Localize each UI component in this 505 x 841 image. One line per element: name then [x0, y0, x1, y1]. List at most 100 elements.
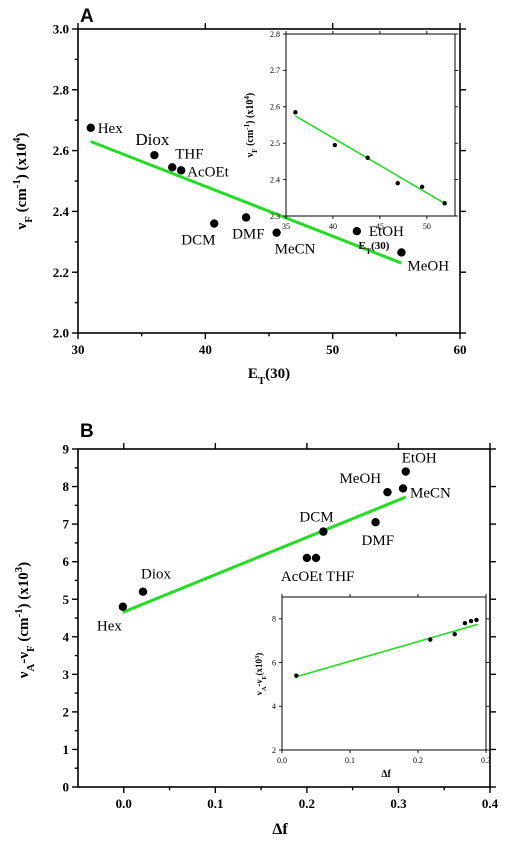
a-inset-ytick-label: 2.4 — [270, 175, 280, 184]
a-inset-x-axis-title: ET(30) — [359, 240, 390, 256]
a-ytick-label: 2.4 — [53, 204, 70, 219]
a-inset-xtick-label: 45 — [376, 222, 384, 231]
a-data-point — [272, 228, 281, 237]
a-inset-ytick-label: 2.5 — [270, 139, 280, 148]
a-data-point — [397, 248, 406, 257]
a-point-label: Diox — [135, 130, 170, 149]
a-ytick-label: 2.8 — [53, 82, 70, 97]
a-inset-y-axis-title: νF (cm-1) (x104) — [243, 93, 259, 159]
b-data-point — [302, 553, 312, 563]
a-point-label: DMF — [232, 226, 265, 242]
panel-b-inset: 0.0 0.1 0.2 0.3 2 4 6 8 Δf νA-νF(x103) — [254, 594, 491, 780]
b-inset-xtick-label: 0.3 — [481, 756, 491, 765]
b-point-label: Diox — [141, 567, 172, 583]
b-ytick-label: 1 — [63, 742, 70, 757]
a-data-point — [86, 123, 95, 132]
b-point-label: EtOH — [402, 451, 437, 467]
a-point-label: EtOH — [369, 224, 404, 240]
panel-a-inset: 35 40 45 50 2.3 2.4 2.5 2.6 2.7 2.8 ET(30) νF (cm-1… — [243, 30, 458, 256]
b-ytick-label: 0 — [63, 780, 70, 795]
b-data-point — [118, 602, 128, 611]
b-xtick-label: 0.2 — [299, 796, 315, 811]
b-point-label: THF — [326, 569, 354, 585]
b-data-point — [401, 467, 410, 476]
b-data-point — [383, 487, 392, 497]
a-inset-data-point — [419, 184, 425, 190]
a-inset-ytick-label: 2.8 — [270, 30, 280, 39]
b-inset-x-axis-title: Δf — [381, 769, 391, 780]
a-x-axis-title: ET(30) — [248, 366, 290, 387]
b-fit-line — [122, 495, 407, 614]
b-point-label: MeCN — [410, 485, 451, 501]
b-point-label: MeOH — [339, 471, 381, 487]
a-data-point — [352, 226, 362, 236]
a-fit-line — [90, 140, 402, 265]
b-inset-xtick-label: 0.0 — [277, 756, 287, 765]
b-inset-ytick-label: 8 — [272, 615, 276, 624]
b-data-point — [398, 484, 408, 493]
b-ytick-label: 5 — [63, 592, 70, 607]
b-inset-data-point — [452, 631, 457, 637]
b-ytick-label: 6 — [63, 554, 70, 569]
a-data-point — [168, 163, 177, 172]
a-inset-xtick-label: 40 — [329, 222, 337, 231]
b-xtick-label: 0.0 — [116, 796, 132, 811]
b-point-label: DMF — [362, 533, 395, 549]
a-ytick-label: 2.0 — [53, 326, 69, 341]
b-inset-data-point — [474, 617, 479, 623]
a-inset-data-point — [293, 110, 298, 115]
panel-a-letter: A — [80, 6, 94, 27]
b-xtick-label: 0.1 — [207, 796, 223, 811]
panel-b-letter: B — [80, 421, 94, 442]
b-y-axis-title: νA-νF (cm-1) (x103) — [13, 562, 37, 679]
b-ytick-label: 9 — [63, 442, 70, 457]
b-point-label: Hex — [97, 619, 122, 635]
a-inset-data-point — [442, 201, 447, 206]
a-inset-data-point — [395, 181, 400, 186]
a-xtick-label: 60 — [454, 342, 467, 357]
a-inset-plot-frame — [285, 33, 456, 217]
a-xtick-label: 50 — [326, 342, 339, 357]
a-data-point — [241, 213, 251, 222]
a-ytick-label: 2.6 — [53, 143, 70, 158]
b-inset-xtick-label: 0.2 — [413, 756, 423, 765]
b-ytick-label: 7 — [63, 517, 70, 532]
a-xtick-label: 30 — [72, 342, 85, 357]
b-inset-xtick-label: 0.1 — [345, 756, 355, 765]
a-inset-ytick-label: 2.3 — [270, 212, 280, 221]
a-point-label: MeOH — [407, 258, 449, 274]
a-data-point — [176, 166, 186, 175]
a-y-axis-title: νF (cm-1) (x104) — [11, 133, 35, 231]
a-inset-data-point — [365, 155, 370, 160]
a-xtick-label: 40 — [199, 342, 212, 357]
a-inset-xtick-label: 35 — [282, 222, 290, 231]
a-point-label: THF — [175, 146, 203, 162]
b-inset-data-point — [462, 621, 468, 626]
a-point-label: MeCN — [275, 242, 316, 258]
b-inset-ytick-label: 6 — [272, 658, 276, 667]
b-inset-plot-frame — [281, 596, 487, 751]
a-data-point — [210, 219, 219, 228]
b-inset-fit-line — [296, 623, 479, 678]
b-ytick-label: 8 — [63, 479, 70, 494]
a-ytick-label: 3.0 — [53, 22, 69, 37]
b-point-label: DCM — [299, 510, 333, 526]
b-data-point — [319, 527, 328, 536]
a-inset-xtick-label: 50 — [423, 222, 431, 231]
a-ytick-label: 2.2 — [53, 265, 69, 280]
a-inset-ytick-label: 2.6 — [270, 103, 280, 112]
b-data-point — [311, 553, 321, 563]
b-xtick-label: 0.3 — [390, 796, 407, 811]
a-inset-data-point — [332, 142, 338, 148]
b-data-point — [138, 587, 148, 596]
b-ytick-label: 2 — [63, 704, 70, 719]
b-inset-data-point — [468, 618, 474, 624]
b-x-axis-title: Δf — [272, 821, 288, 838]
b-inset-data-point — [428, 637, 433, 642]
a-point-label: DCM — [181, 233, 215, 249]
a-point-label: Hex — [98, 121, 123, 137]
b-inset-ytick-label: 2 — [272, 746, 276, 755]
b-xtick-label: 0.4 — [482, 796, 499, 811]
a-inset-fit-line — [294, 115, 446, 204]
b-ytick-label: 4 — [63, 629, 70, 644]
